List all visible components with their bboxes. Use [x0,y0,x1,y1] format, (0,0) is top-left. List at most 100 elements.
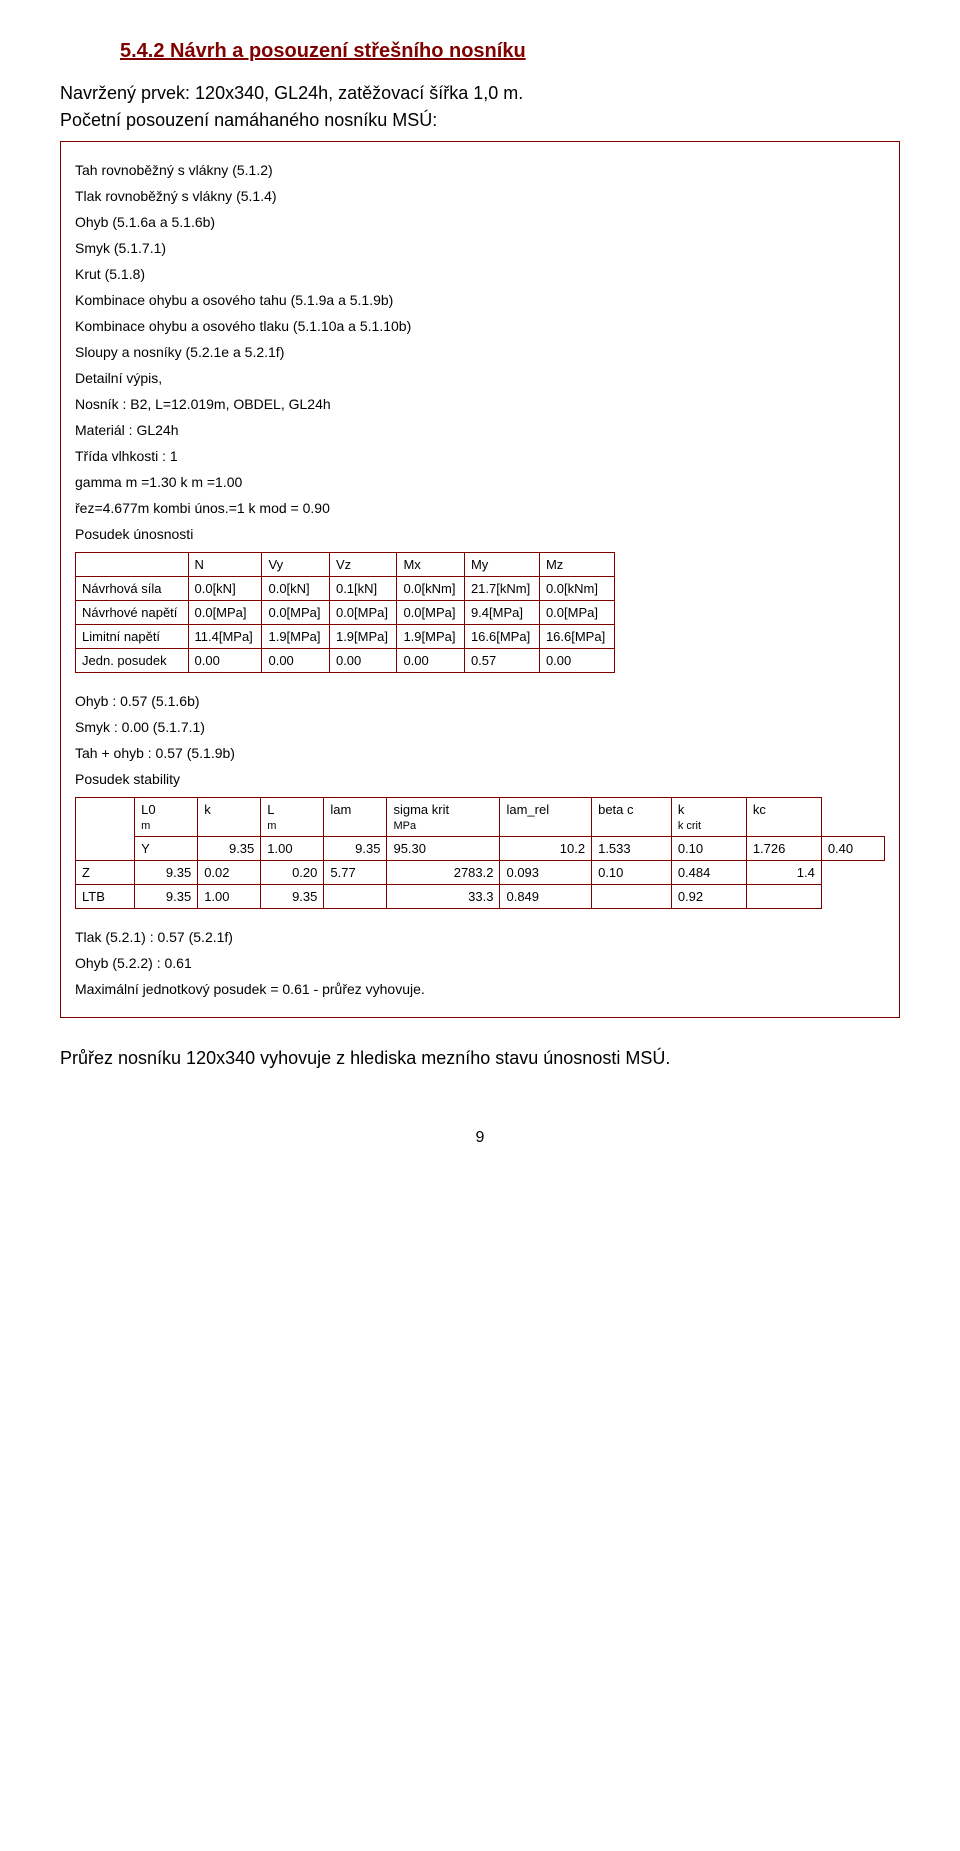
td: 9.35 [135,861,198,885]
table-header-row: N Vy Vz Mx My Mz [76,553,615,577]
tail-line: Tlak (5.2.1) : 0.57 (5.2.1f) [75,929,885,945]
framed-line: Kombinace ohybu a osového tlaku (5.1.10a… [75,318,885,334]
th [76,553,189,577]
td: 0.0[MPa] [329,601,396,625]
td: 0.00 [188,649,262,673]
td: 10.2 [500,837,592,861]
td: 1.533 [592,837,672,861]
tail-line: Ohyb (5.2.2) : 0.61 [75,955,885,971]
framed-line: Nosník : B2, L=12.019m, OBDEL, GL24h [75,396,885,412]
th-text: k [678,802,685,817]
td: 0.00 [539,649,614,673]
table-unosnost: N Vy Vz Mx My Mz Návrhová síla 0.0[kN] 0… [75,552,615,673]
td: 9.4[MPa] [464,601,539,625]
mid-line: Tah + ohyb : 0.57 (5.1.9b) [75,745,885,761]
td: 0.0[kNm] [397,577,464,601]
td: 9.35 [135,885,198,909]
td: 0.0[MPa] [539,601,614,625]
td: 0.00 [329,649,396,673]
th-text: L [267,802,274,817]
td: 11.4[MPa] [188,625,262,649]
framed-line: Ohyb (5.1.6a a 5.1.6b) [75,214,885,230]
td: 1.00 [261,837,324,861]
framed-line: gamma m =1.30 k m =1.00 [75,474,885,490]
td [746,885,821,909]
td: 0.0[kN] [188,577,262,601]
td: 0.57 [464,649,539,673]
td: 0.0[MPa] [397,601,464,625]
framed-line: Materiál : GL24h [75,422,885,438]
th: N [188,553,262,577]
mid-line: Smyk : 0.00 (5.1.7.1) [75,719,885,735]
mid-line: Ohyb : 0.57 (5.1.6b) [75,693,885,709]
framed-line: Tah rovnoběžný s vlákny (5.1.2) [75,162,885,178]
framed-line: Třída vlhkosti : 1 [75,448,885,464]
td: Limitní napětí [76,625,189,649]
td: 0.40 [821,837,884,861]
section-heading: 5.4.2 Návrh a posouzení střešního nosník… [120,40,900,63]
td: 1.726 [746,837,821,861]
th: lam_rel [500,798,592,837]
framed-line: Smyk (5.1.7.1) [75,240,885,256]
th: Mx [397,553,464,577]
th: lam [324,798,387,837]
td: 0.0[MPa] [262,601,329,625]
td: 1.4 [746,861,821,885]
td: 0.20 [261,861,324,885]
td: 95.30 [387,837,500,861]
td: 21.7[kNm] [464,577,539,601]
framed-line: Tlak rovnoběžný s vlákny (5.1.4) [75,188,885,204]
table-header-row: L0 m k L m lam sigma krit MPa lam_rel be… [76,798,885,837]
table-row: LTB 9.35 1.00 9.35 33.3 0.849 0.92 [76,885,885,909]
th-sub: k crit [678,820,701,832]
td: 9.35 [324,837,387,861]
td: 0.0[kNm] [539,577,614,601]
table-row: Z 9.35 0.02 0.20 5.77 2783.2 0.093 0.10 … [76,861,885,885]
framed-line: Kombinace ohybu a osového tahu (5.1.9a a… [75,292,885,308]
td: 2783.2 [387,861,500,885]
td: Z [76,861,135,885]
framed-line: Posudek únosnosti [75,526,885,542]
td: 0.00 [262,649,329,673]
table-row: Limitní napětí 11.4[MPa] 1.9[MPa] 1.9[MP… [76,625,615,649]
td: LTB [76,885,135,909]
td: 1.00 [198,885,261,909]
td: 0.10 [592,861,672,885]
table-row: Návrhová síla 0.0[kN] 0.0[kN] 0.1[kN] 0.… [76,577,615,601]
td: 1.9[MPa] [329,625,396,649]
th: My [464,553,539,577]
th: k k crit [671,798,746,837]
td: 5.77 [324,861,387,885]
table-row: Jedn. posudek 0.00 0.00 0.00 0.00 0.57 0… [76,649,615,673]
th-sub: m [267,820,276,832]
td: Návrhová síla [76,577,189,601]
th-text: L0 [141,802,155,817]
table-row: Y 9.35 1.00 9.35 95.30 10.2 1.533 0.10 1… [76,837,885,861]
th-sub: m [141,820,150,832]
td: 9.35 [198,837,261,861]
td: 0.02 [198,861,261,885]
framed-line: řez=4.677m kombi únos.=1 k mod = 0.90 [75,500,885,516]
td: 0.849 [500,885,592,909]
th: L m [261,798,324,837]
td: 0.0[MPa] [188,601,262,625]
th: Vy [262,553,329,577]
framed-block: Tah rovnoběžný s vlákny (5.1.2) Tlak rov… [60,141,900,1018]
td: Návrhové napětí [76,601,189,625]
td: 0.1[kN] [329,577,396,601]
th: Vz [329,553,396,577]
th-text: sigma krit [393,802,449,817]
td: 0.00 [397,649,464,673]
td [592,885,672,909]
th: k [198,798,261,837]
table-stability: L0 m k L m lam sigma krit MPa lam_rel be… [75,797,885,909]
td: 16.6[MPa] [539,625,614,649]
mid-line: Posudek stability [75,771,885,787]
tail-line: Maximální jednotkový posudek = 0.61 - pr… [75,981,885,997]
td: 0.10 [671,837,746,861]
framed-line: Detailní výpis, [75,370,885,386]
td [324,885,387,909]
th: beta c [592,798,672,837]
th-sub: MPa [393,820,416,832]
td: Jedn. posudek [76,649,189,673]
